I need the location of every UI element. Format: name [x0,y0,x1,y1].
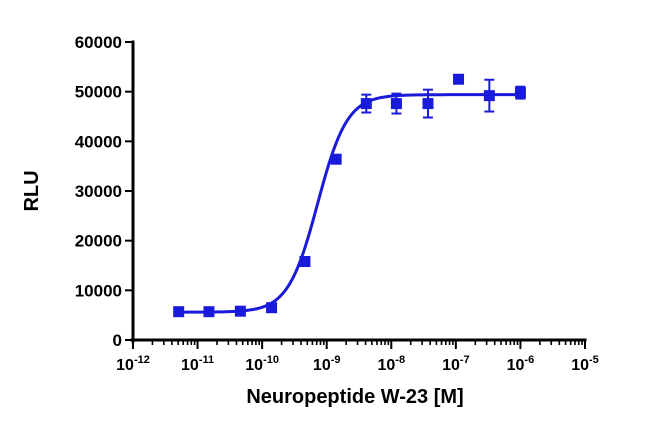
x-tick-base: 10 [116,357,134,374]
y-tick-label: 0 [113,331,122,350]
data-marker [266,302,278,314]
data-point-5 [299,256,311,268]
x-tick-exponent: -7 [460,354,470,366]
data-point-12 [514,85,526,100]
data-point-4 [266,302,278,314]
x-tick-exponent: -12 [134,354,150,366]
data-marker [173,306,185,318]
x-tick-base: 10 [377,357,395,374]
data-marker [453,73,465,85]
x-tick-base: 10 [181,357,199,374]
data-marker [483,90,495,102]
data-point-9 [422,88,434,119]
x-tick-label: 10-6 [507,354,535,374]
y-tick-label: 50000 [75,83,122,102]
data-marker [422,98,434,110]
data-point-8 [390,92,402,115]
x-tick-exponent: -11 [199,354,214,366]
x-tick-label: 10-5 [571,354,599,374]
data-marker [390,98,402,110]
x-tick-exponent: -6 [524,354,534,366]
x-tick-exponent: -9 [331,354,341,366]
x-tick-exponent: -5 [589,354,599,366]
data-marker [514,87,526,99]
data-marker [203,306,215,318]
x-axis-title: Neuropeptide W-23 [M] [246,386,463,408]
x-tick-exponent: -10 [263,354,279,366]
data-point-1 [173,306,185,318]
y-tick-label: 60000 [75,33,122,52]
x-tick-base: 10 [245,357,263,374]
data-marker [330,153,342,165]
x-tick-label: 10-8 [377,354,405,374]
x-tick-base: 10 [313,357,331,374]
x-tick-label: 10-11 [181,354,214,374]
data-point-6 [330,153,342,165]
x-tick-label: 10-10 [245,354,279,374]
y-tick-label: 30000 [75,182,122,201]
data-marker [299,256,311,268]
data-marker [234,305,246,317]
x-tick-label: 10-9 [313,354,341,374]
fit-curve-group [178,93,521,314]
x-tick-label: 10-12 [116,354,150,374]
y-axis-title: RLU [21,170,43,211]
x-tick-exponent: -8 [395,354,405,366]
y-tick-label: 20000 [75,232,122,251]
data-point-11 [483,78,495,113]
data-marker [360,98,372,110]
data-point-3 [234,305,246,317]
data-point-7 [360,93,372,114]
x-tick-label: 10-7 [442,354,470,374]
data-point-10 [453,73,465,85]
x-tick-base: 10 [571,357,589,374]
x-tick-base: 10 [442,357,460,374]
y-tick-label: 40000 [75,132,122,151]
data-points [173,73,526,318]
y-tick-label: 10000 [75,281,122,300]
x-tick-base: 10 [507,357,525,374]
data-point-2 [203,306,215,318]
fit-curve [178,93,521,314]
